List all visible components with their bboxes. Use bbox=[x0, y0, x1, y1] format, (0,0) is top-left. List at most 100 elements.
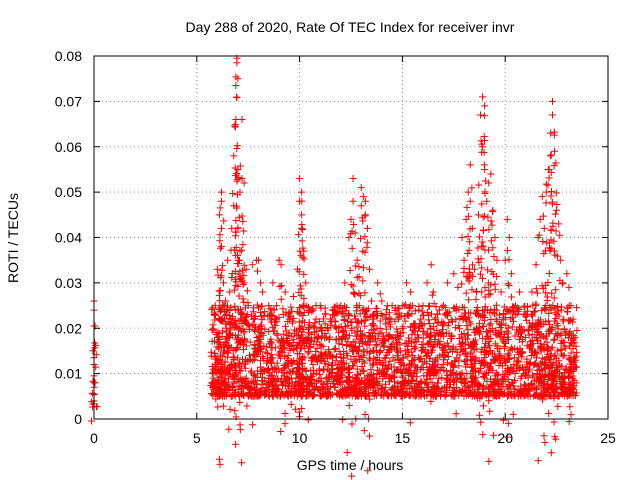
data-point-dense bbox=[324, 326, 332, 334]
data-point-dense bbox=[466, 318, 474, 326]
data-point-dense bbox=[260, 312, 268, 320]
data-point bbox=[213, 333, 221, 341]
data-point-trail bbox=[212, 395, 220, 403]
data-point-trail bbox=[540, 432, 548, 440]
data-point-trail bbox=[88, 417, 96, 425]
data-point-trail bbox=[543, 296, 551, 304]
data-point-dense bbox=[524, 382, 532, 390]
data-point-trail bbox=[481, 303, 489, 311]
x-tick-label: 25 bbox=[600, 430, 616, 446]
data-point-dense bbox=[328, 390, 336, 398]
data-point-trail bbox=[499, 416, 507, 424]
data-point-trail bbox=[508, 293, 516, 301]
data-point-dense bbox=[222, 369, 230, 377]
data-point bbox=[281, 288, 289, 296]
data-point-dense bbox=[331, 317, 339, 325]
data-point-dense bbox=[368, 361, 376, 369]
data-point-trail bbox=[425, 302, 433, 310]
y-tick-label: 0.06 bbox=[55, 139, 82, 155]
data-point-trail bbox=[420, 372, 428, 380]
data-point-trail bbox=[340, 354, 348, 362]
data-point-dense bbox=[554, 322, 562, 330]
data-point-trail bbox=[233, 345, 241, 353]
data-point-dense bbox=[355, 319, 363, 327]
data-point-dense bbox=[253, 373, 261, 381]
data-point-dense bbox=[402, 339, 410, 347]
data-point-trail bbox=[541, 372, 549, 380]
data-point-dense bbox=[507, 315, 515, 323]
data-point-dense bbox=[223, 339, 231, 347]
data-point-dense bbox=[434, 379, 442, 387]
data-point-trail bbox=[500, 310, 508, 318]
data-point-trail bbox=[535, 331, 543, 339]
data-point bbox=[559, 279, 567, 287]
data-point-trail bbox=[351, 338, 359, 346]
data-point-trail bbox=[235, 382, 243, 390]
data-point bbox=[551, 147, 559, 155]
data-point-trail bbox=[358, 330, 366, 338]
data-point-trail bbox=[220, 217, 228, 225]
data-point-dense bbox=[253, 380, 261, 388]
data-point-trail bbox=[450, 362, 458, 370]
data-point-dense bbox=[263, 357, 271, 365]
data-point-dense bbox=[447, 316, 455, 324]
data-point-dense bbox=[398, 354, 406, 362]
data-point bbox=[423, 279, 431, 287]
data-point-dense bbox=[437, 388, 445, 396]
data-point-trail bbox=[425, 354, 433, 362]
data-point-trail bbox=[215, 306, 223, 314]
data-point-trail bbox=[242, 318, 250, 326]
data-point-trail bbox=[466, 238, 474, 246]
data-point-dense bbox=[562, 331, 570, 339]
data-point-trail bbox=[491, 372, 499, 380]
data-point-trail bbox=[348, 420, 356, 428]
data-point-trail bbox=[235, 292, 243, 300]
data-point-dense bbox=[245, 382, 253, 390]
data-point bbox=[269, 279, 277, 287]
data-point bbox=[240, 279, 248, 287]
axis-ticks: 0 5 10 15 20 25 0 0.01 0.02 0.03 0.04 0.05 0.06 0.07 0… bbox=[55, 48, 616, 446]
data-point bbox=[248, 261, 256, 269]
data-point-trail bbox=[238, 320, 246, 328]
data-point-dense bbox=[529, 384, 537, 392]
data-point-dense bbox=[444, 322, 452, 330]
data-point-dense bbox=[536, 360, 544, 368]
data-point-dense bbox=[216, 338, 224, 346]
data-point-dense bbox=[540, 373, 548, 381]
data-points bbox=[88, 54, 581, 480]
data-point-dense bbox=[293, 331, 301, 339]
data-point-trail bbox=[521, 366, 529, 374]
data-point-dense bbox=[265, 391, 273, 399]
data-point-dense bbox=[382, 320, 390, 328]
data-point-trail bbox=[232, 202, 240, 210]
data-point bbox=[349, 175, 357, 183]
data-point-dense bbox=[391, 390, 399, 398]
data-point-dense bbox=[473, 303, 481, 311]
data-point-trail bbox=[237, 305, 245, 313]
data-point-dense bbox=[479, 373, 487, 381]
data-point-trail bbox=[316, 367, 324, 375]
data-point-trail bbox=[473, 310, 481, 318]
data-point-dense bbox=[530, 361, 538, 369]
data-point-dense bbox=[256, 346, 264, 354]
data-point-trail bbox=[548, 187, 555, 195]
data-point-trail bbox=[436, 329, 444, 337]
data-point-dense bbox=[211, 311, 219, 319]
data-point-dense bbox=[294, 361, 302, 369]
data-point bbox=[353, 256, 361, 264]
data-point-trail bbox=[236, 359, 244, 367]
data-point-trail bbox=[545, 321, 553, 329]
data-point bbox=[289, 292, 297, 300]
data-point-trail bbox=[402, 385, 410, 393]
data-point-trail bbox=[269, 327, 277, 335]
data-point-trail bbox=[217, 366, 225, 374]
data-point-trail bbox=[232, 281, 240, 289]
data-point-trail bbox=[231, 123, 239, 131]
data-point bbox=[271, 315, 279, 323]
data-point bbox=[236, 188, 244, 196]
data-point-trail bbox=[228, 274, 236, 282]
data-point-trail bbox=[227, 393, 235, 401]
data-point-dense bbox=[567, 349, 575, 357]
data-point-trail bbox=[410, 327, 418, 335]
data-point-dense bbox=[227, 360, 235, 368]
